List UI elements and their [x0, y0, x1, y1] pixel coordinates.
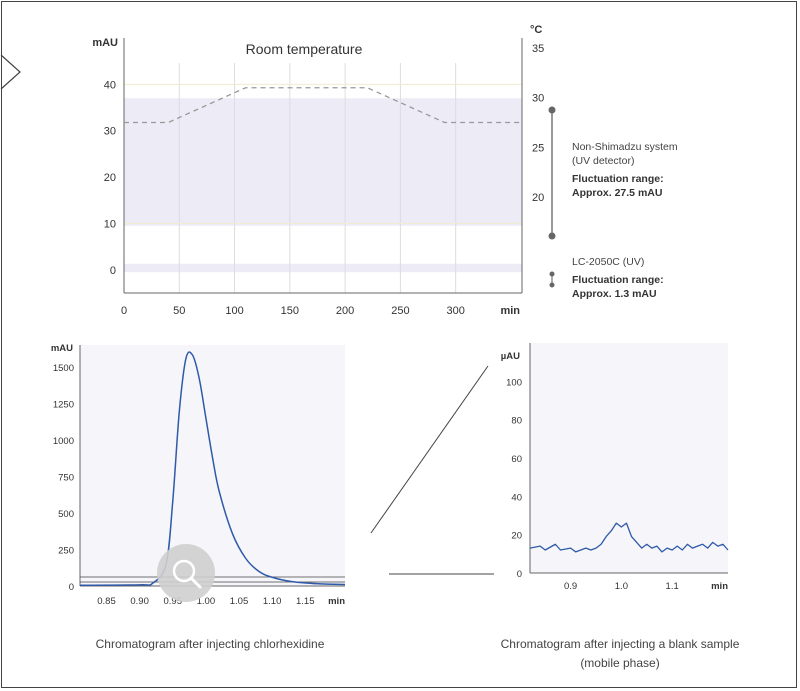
y-tick-750: 750: [58, 472, 74, 483]
x-tick-50: 50: [173, 305, 185, 317]
non-shimadzu-line1: Non-Shimadzu system: [572, 141, 678, 153]
lc2050c-line1: LC-2050C (UV): [572, 256, 645, 268]
x-tick-3: 1.00: [197, 596, 216, 607]
plot-area: [530, 343, 728, 573]
y-tick-0: 0: [517, 569, 522, 580]
zoom-connector: [370, 365, 494, 575]
caption-right: Chromatogram after injecting a blank sam…: [470, 635, 770, 673]
y2-tick-30: 30: [532, 93, 544, 105]
y-tick-1500: 1500: [53, 363, 74, 374]
y-tick-1000: 1000: [53, 436, 74, 447]
y-tick-20: 20: [104, 172, 116, 184]
x-tick-250: 250: [391, 305, 409, 317]
fluctuation-band-1: [124, 263, 522, 273]
blank-sample-trace: [529, 522, 729, 553]
x-axis-label: min: [500, 305, 520, 317]
y-tick-40: 40: [511, 492, 522, 503]
side-notch: [0, 54, 21, 90]
magnifier-icon: [157, 544, 215, 602]
y-tick-10: 10: [104, 218, 116, 230]
x-tick-2: 1.1: [666, 581, 679, 592]
caption-left: Chromatogram after injecting chlorhexidi…: [40, 635, 380, 654]
lc2050c-fluct-label: Fluctuation range:: [572, 274, 664, 286]
x-tick-5: 1.10: [263, 596, 282, 607]
x-tick-1: 0.90: [130, 596, 149, 607]
y-axis-label: mAU: [51, 343, 73, 354]
range-dot-lc-bottom: [549, 282, 555, 288]
blank-sample-chromatogram: 0 20 40 60 80 100 0.9 1.0 1.1 min µAU: [501, 343, 729, 592]
x-tick-300: 300: [446, 305, 464, 317]
range-dot-lc-top: [549, 271, 555, 277]
x-tick-150: 150: [281, 305, 299, 317]
y2-tick-20: 20: [532, 192, 544, 204]
x-tick-100: 100: [225, 305, 243, 317]
x-tick-4: 1.05: [230, 596, 249, 607]
non-shimadzu-fluct-label: Fluctuation range:: [572, 173, 664, 185]
caption-left-text: Chromatogram after injecting chlorhexidi…: [95, 637, 325, 651]
y-tick-100: 100: [506, 377, 522, 388]
y2-tick-25: 25: [532, 142, 544, 154]
y-tick-250: 250: [58, 545, 74, 556]
y-tick-500: 500: [58, 509, 74, 520]
y-tick-40: 40: [104, 79, 116, 91]
y-tick-80: 80: [511, 416, 522, 427]
fluctuation-band-0: [124, 98, 522, 226]
x-tick-0: 0: [121, 305, 127, 317]
chart-title: Room temperature: [246, 41, 363, 57]
caption-right-line2: (mobile phase): [580, 656, 660, 670]
plot-area: [80, 345, 345, 586]
x-tick-200: 200: [336, 305, 354, 317]
caption-right-line1: Chromatogram after injecting a blank sam…: [500, 637, 740, 651]
range-dot-top: [548, 106, 556, 114]
chlorhexidine-chromatogram: 0 250 500 750 1000 1250 1500 0.85 0.90 0.95 1.00 1.…: [51, 343, 345, 607]
y-tick-0: 0: [69, 582, 74, 593]
room-temperature-line: [124, 87, 522, 124]
y2-axis-label: °C: [530, 24, 542, 36]
magnifier-lens: [172, 559, 196, 583]
non-shimadzu-fluct-value: Approx. 27.5 mAU: [572, 187, 663, 199]
y-tick-30: 30: [104, 126, 116, 138]
lc2050c-annotation: LC-2050C (UV) Fluctuation range: Approx.…: [572, 255, 664, 301]
y-tick-20: 20: [511, 531, 522, 542]
x-tick-2: 0.95: [164, 596, 183, 607]
room-temperature-chart: 0 10 20 30 40 0 50 100 150 200 250 300 min mAU 20 25 30 3…: [92, 24, 556, 317]
magnifier-handle: [189, 576, 202, 589]
y-tick-60: 60: [511, 454, 522, 465]
x-axis-label: min: [711, 581, 728, 592]
x-tick-6: 1.15: [296, 596, 315, 607]
lc2050c-fluct-value: Approx. 1.3 mAU: [572, 288, 657, 300]
range-dot-bottom: [548, 232, 556, 240]
x-tick-1: 1.0: [615, 581, 628, 592]
y2-tick-35: 35: [532, 43, 544, 55]
x-tick-0: 0.9: [564, 581, 577, 592]
x-axis-label: min: [328, 596, 345, 607]
x-tick-0: 0.85: [97, 596, 116, 607]
y-axis-label: µAU: [501, 351, 520, 362]
y-axis-label: mAU: [92, 37, 118, 49]
non-shimadzu-annotation: Non-Shimadzu system (UV detector) Fluctu…: [572, 140, 678, 200]
y-tick-1250: 1250: [53, 399, 74, 410]
non-shimadzu-line2: (UV detector): [572, 155, 635, 167]
y-tick-0: 0: [110, 265, 116, 277]
